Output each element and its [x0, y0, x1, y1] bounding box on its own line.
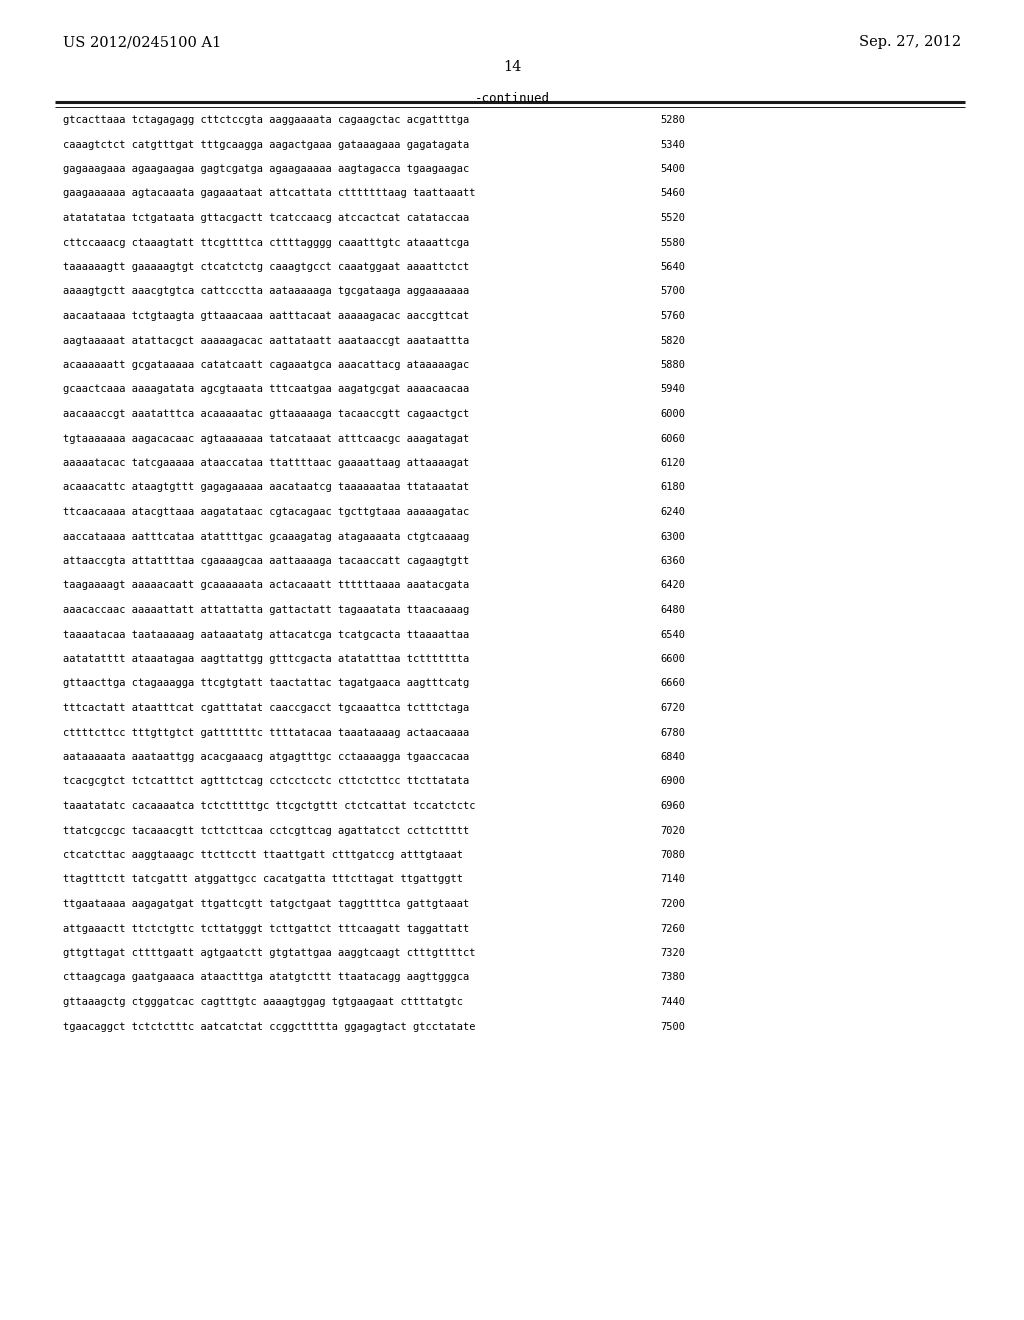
Text: cttttcttcc tttgttgtct gatttttttc ttttatacaa taaataaaag actaacaaaa: cttttcttcc tttgttgtct gatttttttc ttttata… — [63, 727, 469, 738]
Text: ttcaacaaaa atacgttaaa aagatataac cgtacagaac tgcttgtaaa aaaaagatac: ttcaacaaaa atacgttaaa aagatataac cgtacag… — [63, 507, 469, 517]
Text: 6360: 6360 — [660, 556, 685, 566]
Text: tttcactatt ataatttcat cgatttatat caaccgacct tgcaaattca tctttctaga: tttcactatt ataatttcat cgatttatat caaccga… — [63, 704, 469, 713]
Text: US 2012/0245100 A1: US 2012/0245100 A1 — [63, 36, 221, 49]
Text: 6480: 6480 — [660, 605, 685, 615]
Text: aaaagtgctt aaacgtgtca cattccctta aataaaaaga tgcgataaga aggaaaaaaa: aaaagtgctt aaacgtgtca cattccctta aataaaa… — [63, 286, 469, 297]
Text: ttagtttctt tatcgattt atggattgcc cacatgatta tttcttagat ttgattggtt: ttagtttctt tatcgattt atggattgcc cacatgat… — [63, 874, 463, 884]
Text: caaagtctct catgtttgat tttgcaagga aagactgaaa gataaagaaa gagatagata: caaagtctct catgtttgat tttgcaagga aagactg… — [63, 140, 469, 149]
Text: 6240: 6240 — [660, 507, 685, 517]
Text: acaaaaaatt gcgataaaaa catatcaatt cagaaatgca aaacattacg ataaaaagac: acaaaaaatt gcgataaaaa catatcaatt cagaaat… — [63, 360, 469, 370]
Text: 5520: 5520 — [660, 213, 685, 223]
Text: 7320: 7320 — [660, 948, 685, 958]
Text: 6000: 6000 — [660, 409, 685, 418]
Text: 5700: 5700 — [660, 286, 685, 297]
Text: 5880: 5880 — [660, 360, 685, 370]
Text: 14: 14 — [503, 59, 521, 74]
Text: 5580: 5580 — [660, 238, 685, 248]
Text: 7440: 7440 — [660, 997, 685, 1007]
Text: ttgaataaaa aagagatgat ttgattcgtt tatgctgaat taggttttca gattgtaaat: ttgaataaaa aagagatgat ttgattcgtt tatgctg… — [63, 899, 469, 909]
Text: aacaataaaa tctgtaagta gttaaacaaa aatttacaat aaaaagacac aaccgttcat: aacaataaaa tctgtaagta gttaaacaaa aatttac… — [63, 312, 469, 321]
Text: gcaactcaaa aaaagatata agcgtaaata tttcaatgaa aagatgcgat aaaacaacaa: gcaactcaaa aaaagatata agcgtaaata tttcaat… — [63, 384, 469, 395]
Text: taaaaaagtt gaaaaagtgt ctcatctctg caaagtgcct caaatggaat aaaattctct: taaaaaagtt gaaaaagtgt ctcatctctg caaagtg… — [63, 261, 469, 272]
Text: aaaaatacac tatcgaaaaa ataaccataa ttattttaac gaaaattaag attaaaagat: aaaaatacac tatcgaaaaa ataaccataa ttatttt… — [63, 458, 469, 469]
Text: atatatataa tctgataata gttacgactt tcatccaacg atccactcat catataccaa: atatatataa tctgataata gttacgactt tcatcca… — [63, 213, 469, 223]
Text: aaacaccaac aaaaattatt attattatta gattactatt tagaaatata ttaacaaaag: aaacaccaac aaaaattatt attattatta gattact… — [63, 605, 469, 615]
Text: 6180: 6180 — [660, 483, 685, 492]
Text: 6120: 6120 — [660, 458, 685, 469]
Text: Sep. 27, 2012: Sep. 27, 2012 — [859, 36, 961, 49]
Text: gagaaagaaa agaagaagaa gagtcgatga agaagaaaaa aagtagacca tgaagaagac: gagaaagaaa agaagaagaa gagtcgatga agaagaa… — [63, 164, 469, 174]
Text: gttgttagat cttttgaatt agtgaatctt gtgtattgaa aaggtcaagt ctttgttttct: gttgttagat cttttgaatt agtgaatctt gtgtatt… — [63, 948, 475, 958]
Text: -continued: -continued — [474, 92, 550, 106]
Text: gtcacttaaa tctagagagg cttctccgta aaggaaaata cagaagctac acgattttga: gtcacttaaa tctagagagg cttctccgta aaggaaa… — [63, 115, 469, 125]
Text: 5340: 5340 — [660, 140, 685, 149]
Text: 7380: 7380 — [660, 973, 685, 982]
Text: attaaccgta attattttaa cgaaaagcaa aattaaaaga tacaaccatt cagaagtgtt: attaaccgta attattttaa cgaaaagcaa aattaaa… — [63, 556, 469, 566]
Text: 6660: 6660 — [660, 678, 685, 689]
Text: 7260: 7260 — [660, 924, 685, 933]
Text: tgtaaaaaaa aagacacaac agtaaaaaaa tatcataaat atttcaacgc aaagatagat: tgtaaaaaaa aagacacaac agtaaaaaaa tatcata… — [63, 433, 469, 444]
Text: 6900: 6900 — [660, 776, 685, 787]
Text: ttatcgccgc tacaaacgtt tcttcttcaa cctcgttcag agattatcct ccttcttttt: ttatcgccgc tacaaacgtt tcttcttcaa cctcgtt… — [63, 825, 469, 836]
Text: aataaaaata aaataattgg acacgaaacg atgagtttgc cctaaaagga tgaaccacaa: aataaaaata aaataattgg acacgaaacg atgagtt… — [63, 752, 469, 762]
Text: 7020: 7020 — [660, 825, 685, 836]
Text: taaatatatc cacaaaatca tctctttttgc ttcgctgttt ctctcattat tccatctctc: taaatatatc cacaaaatca tctctttttgc ttcgct… — [63, 801, 475, 810]
Text: 6600: 6600 — [660, 653, 685, 664]
Text: tgaacaggct tctctctttc aatcatctat ccggcttttta ggagagtact gtcctatate: tgaacaggct tctctctttc aatcatctat ccggctt… — [63, 1022, 475, 1031]
Text: gaagaaaaaa agtacaaata gagaaataat attcattata ctttttttaag taattaaatt: gaagaaaaaa agtacaaata gagaaataat attcatt… — [63, 189, 475, 198]
Text: aacaaaccgt aaatatttca acaaaaatac gttaaaaaga tacaaccgtt cagaactgct: aacaaaccgt aaatatttca acaaaaatac gttaaaa… — [63, 409, 469, 418]
Text: taagaaaagt aaaaacaatt gcaaaaaata actacaaatt ttttttaaaa aaatacgata: taagaaaagt aaaaacaatt gcaaaaaata actacaa… — [63, 581, 469, 590]
Text: ctcatcttac aaggtaaagc ttcttcctt ttaattgatt ctttgatccg atttgtaaat: ctcatcttac aaggtaaagc ttcttcctt ttaattga… — [63, 850, 463, 861]
Text: 6840: 6840 — [660, 752, 685, 762]
Text: taaaatacaa taataaaaag aataaatatg attacatcga tcatgcacta ttaaaattaa: taaaatacaa taataaaaag aataaatatg attacat… — [63, 630, 469, 639]
Text: cttccaaacg ctaaagtatt ttcgttttca cttttagggg caaatttgtc ataaattcga: cttccaaacg ctaaagtatt ttcgttttca cttttag… — [63, 238, 469, 248]
Text: attgaaactt ttctctgttc tcttatgggt tcttgattct tttcaagatt taggattatt: attgaaactt ttctctgttc tcttatgggt tcttgat… — [63, 924, 469, 933]
Text: 5820: 5820 — [660, 335, 685, 346]
Text: 6720: 6720 — [660, 704, 685, 713]
Text: 5280: 5280 — [660, 115, 685, 125]
Text: 7080: 7080 — [660, 850, 685, 861]
Text: acaaacattc ataagtgttt gagagaaaaa aacataatcg taaaaaataa ttataaatat: acaaacattc ataagtgttt gagagaaaaa aacataa… — [63, 483, 469, 492]
Text: 6420: 6420 — [660, 581, 685, 590]
Text: aatatatttt ataaatagaa aagttattgg gtttcgacta atatatttaa tcttttttta: aatatatttt ataaatagaa aagttattgg gtttcga… — [63, 653, 469, 664]
Text: 6060: 6060 — [660, 433, 685, 444]
Text: 7200: 7200 — [660, 899, 685, 909]
Text: 7500: 7500 — [660, 1022, 685, 1031]
Text: gttaacttga ctagaaagga ttcgtgtatt taactattac tagatgaaca aagtttcatg: gttaacttga ctagaaagga ttcgtgtatt taactat… — [63, 678, 469, 689]
Text: aagtaaaaat atattacgct aaaaagacac aattataatt aaataaccgt aaataattta: aagtaaaaat atattacgct aaaaagacac aattata… — [63, 335, 469, 346]
Text: 5640: 5640 — [660, 261, 685, 272]
Text: 5400: 5400 — [660, 164, 685, 174]
Text: 5940: 5940 — [660, 384, 685, 395]
Text: 5760: 5760 — [660, 312, 685, 321]
Text: 6300: 6300 — [660, 532, 685, 541]
Text: aaccataaaa aatttcataa atattttgac gcaaagatag atagaaaata ctgtcaaaag: aaccataaaa aatttcataa atattttgac gcaaaga… — [63, 532, 469, 541]
Text: tcacgcgtct tctcatttct agtttctcag cctcctcctc cttctcttcc ttcttatata: tcacgcgtct tctcatttct agtttctcag cctcctc… — [63, 776, 469, 787]
Text: cttaagcaga gaatgaaaca ataactttga atatgtcttt ttaatacagg aagttgggca: cttaagcaga gaatgaaaca ataactttga atatgtc… — [63, 973, 469, 982]
Text: 6540: 6540 — [660, 630, 685, 639]
Text: 7140: 7140 — [660, 874, 685, 884]
Text: 6960: 6960 — [660, 801, 685, 810]
Text: 6780: 6780 — [660, 727, 685, 738]
Text: 5460: 5460 — [660, 189, 685, 198]
Text: gttaaagctg ctgggatcac cagtttgtc aaaagtggag tgtgaagaat cttttatgtc: gttaaagctg ctgggatcac cagtttgtc aaaagtgg… — [63, 997, 463, 1007]
